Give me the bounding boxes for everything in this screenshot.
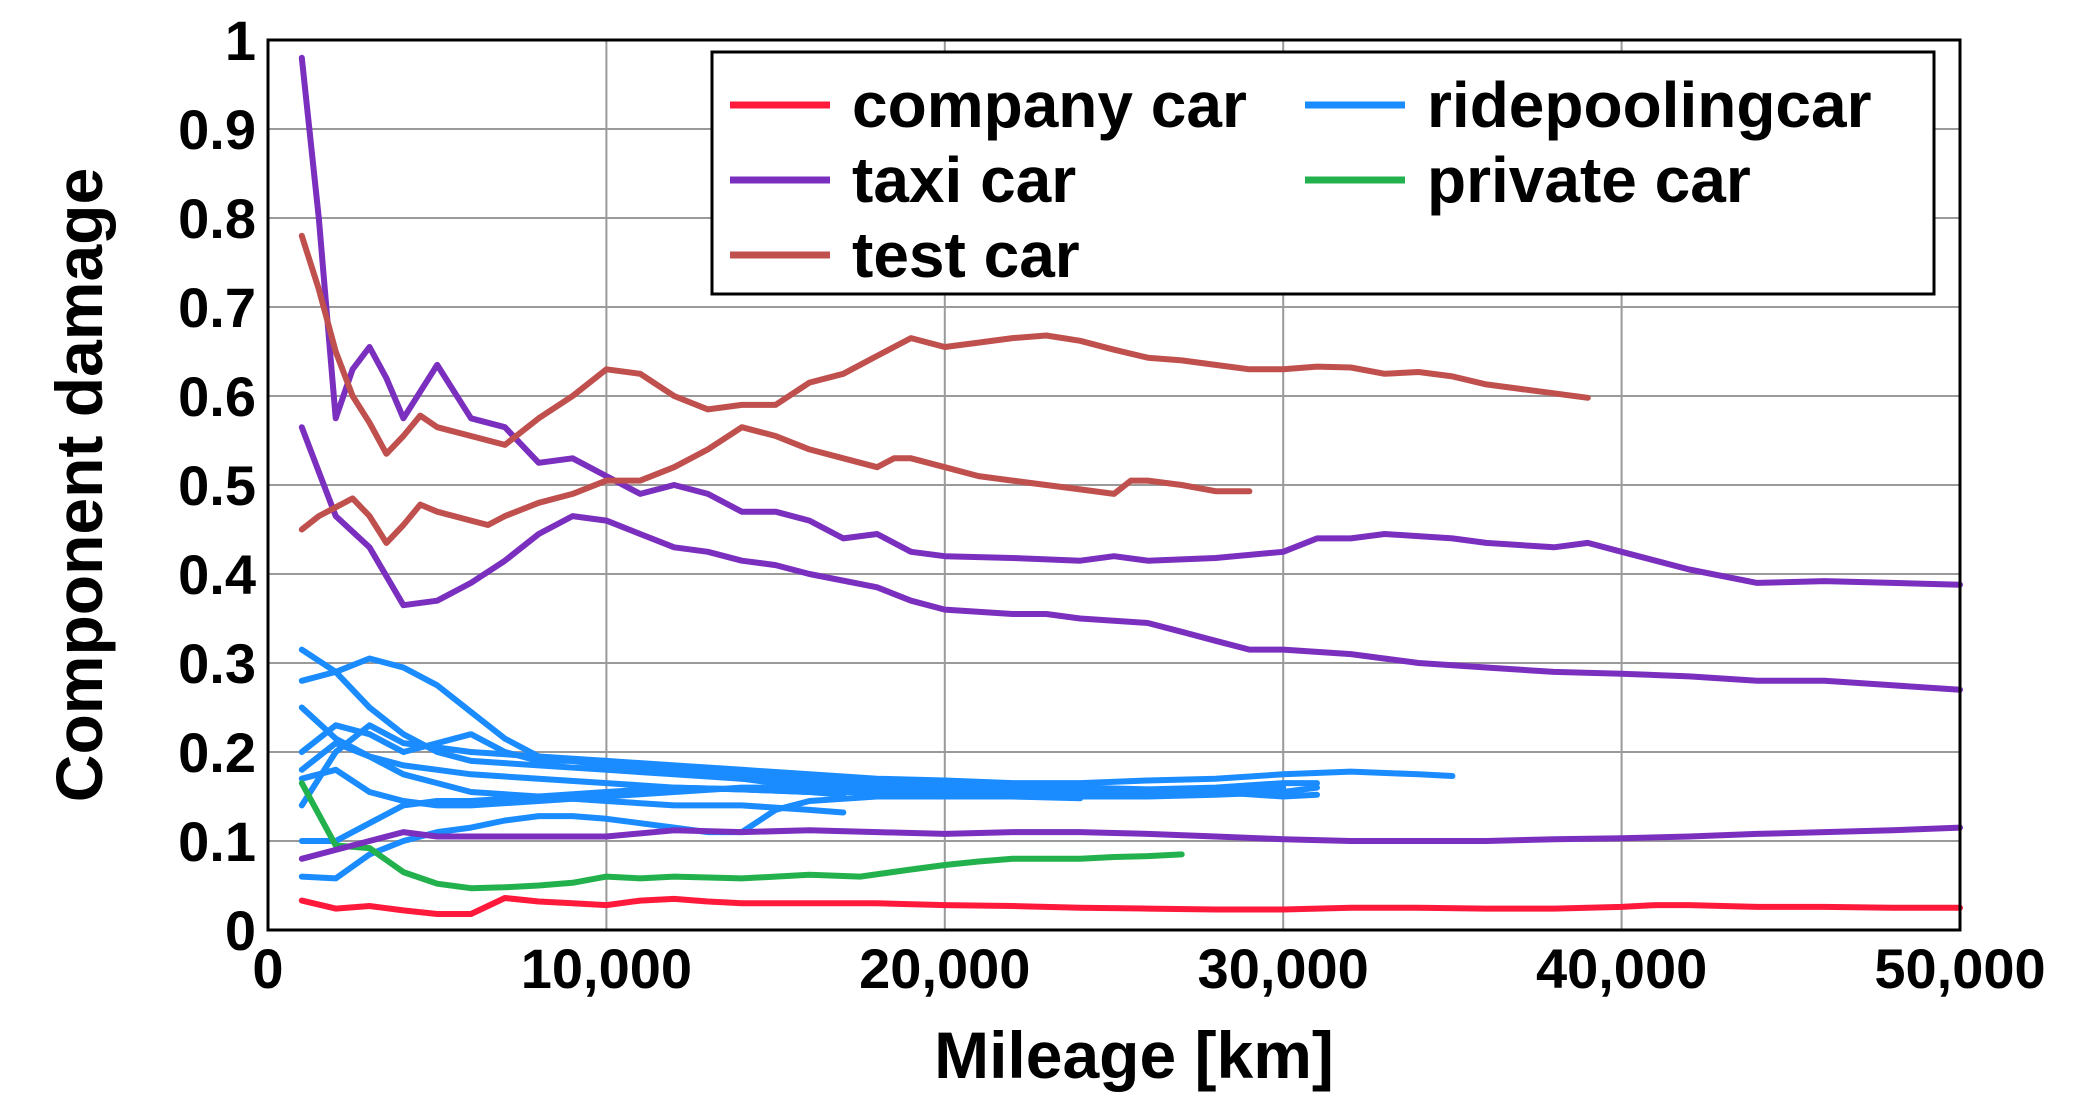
x-tick-label: 20,000 [859, 937, 1030, 1000]
legend-label: taxi car [852, 144, 1076, 216]
y-tick-label: 0.1 [178, 810, 256, 873]
series-line-company-car [298, 895, 1963, 917]
series-line-taxi-car [298, 424, 1963, 693]
legend-label: ridepoolingcar [1427, 69, 1872, 141]
series-line-ridepoolingcar [298, 740, 847, 816]
y-tick-label: 0.3 [178, 632, 256, 695]
series-line-ridepoolingcar [298, 793, 1084, 882]
y-tick-label: 0.5 [178, 454, 256, 517]
y-tick-label: 0.2 [178, 721, 256, 784]
series-line-test-car [298, 424, 1253, 546]
series-line-test-car [298, 232, 1591, 457]
tick-labels: 0 10,000 20,000 30,000 40,000 50,000 0 0.1 0.2 0.… [178, 9, 2046, 1000]
series-line-taxi-car [298, 54, 1963, 588]
legend-label: test car [852, 219, 1080, 291]
series-line-ridepoolingcar [298, 766, 1287, 809]
plot-frame [266, 38, 1962, 932]
x-tick-label: 40,000 [1536, 937, 1707, 1000]
y-tick-label: 0 [225, 899, 256, 962]
x-tick-label: 50,000 [1874, 937, 2045, 1000]
x-tick-label: 10,000 [521, 937, 692, 1000]
y-tick-label: 0.4 [178, 543, 256, 606]
y-tick-label: 0.9 [178, 98, 256, 161]
series-line-ridepoolingcar [298, 722, 1320, 800]
y-tick-label: 0.8 [178, 187, 256, 250]
legend-label: company car [852, 69, 1247, 141]
legend: company car ridepoolingcar taxi car private… [710, 50, 1936, 296]
y-tick-label: 1 [225, 9, 256, 72]
series-line-private-car [298, 780, 1185, 892]
series-layer [298, 54, 1963, 917]
x-tick-label: 0 [252, 937, 283, 1000]
y-tick-label: 0.6 [178, 365, 256, 428]
y-axis-title: Component damage [42, 168, 116, 802]
x-tick-label: 30,000 [1198, 937, 1369, 1000]
legend-label: private car [1427, 144, 1751, 216]
y-tick-label: 0.7 [178, 276, 256, 339]
legend-box [710, 50, 1936, 296]
series-line-taxi-car [298, 824, 1963, 862]
x-axis-title: Mileage [km] [934, 1018, 1334, 1092]
series-line-ridepoolingcar [298, 722, 1456, 809]
